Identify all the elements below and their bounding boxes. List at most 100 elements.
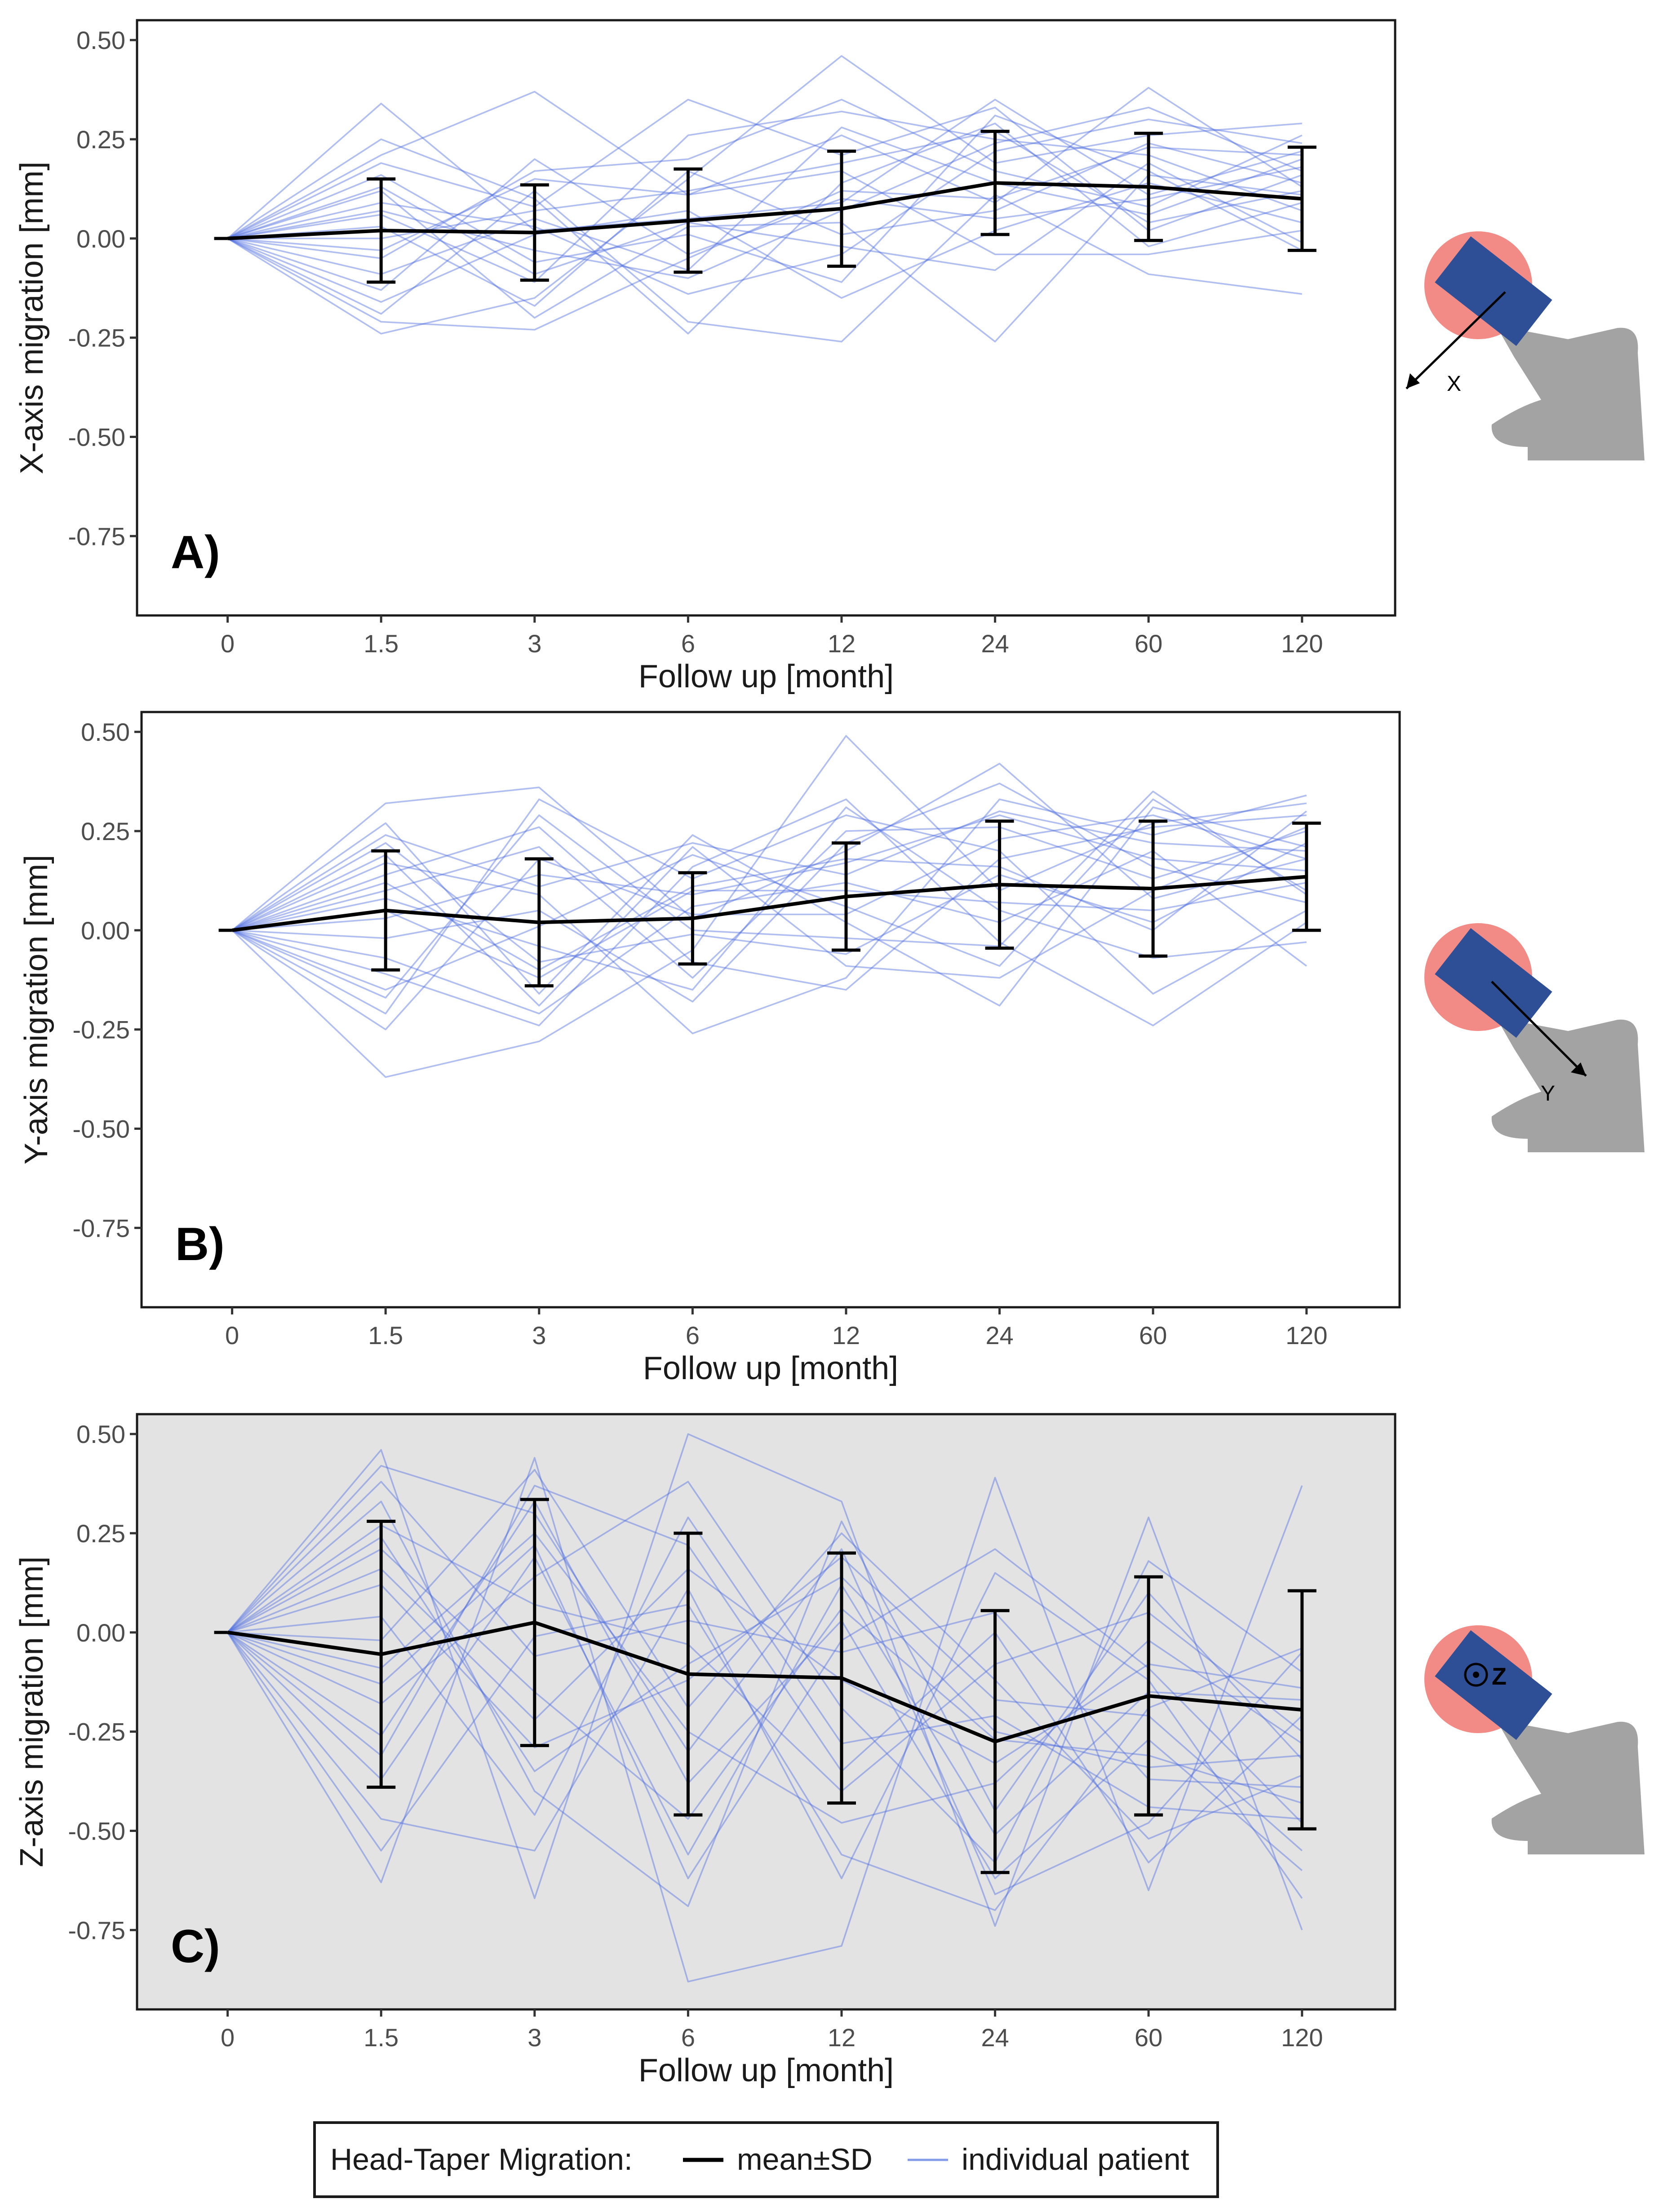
- femoral-stem-shape: [1491, 1720, 1645, 1854]
- individual-patient-line: [227, 1572, 1303, 1899]
- y-tick-label: 0.50: [76, 26, 125, 54]
- y-tick-label: -0.75: [68, 1916, 125, 1944]
- legend-mean-label: mean±SD: [737, 2142, 873, 2177]
- mean-series: [214, 1498, 1317, 1874]
- x-tick-label: 24: [981, 629, 1009, 658]
- y-tick-label: 0.25: [76, 1519, 125, 1548]
- y-tick-label: 0.00: [81, 916, 130, 945]
- plot-background: [142, 712, 1400, 1307]
- individual-patient-line: [227, 1532, 1303, 1824]
- individual-patient-line: [227, 1544, 1303, 1880]
- x-tick-label: 3: [527, 629, 541, 658]
- individual-patient-line: [227, 1536, 1302, 1772]
- x-tick-label: 1.5: [363, 2023, 399, 2052]
- taper-rect: [1435, 236, 1552, 346]
- y-axis-arrow: [1491, 981, 1587, 1077]
- individual-patient-line: [227, 1481, 1303, 1863]
- individual-patient-line: [227, 55, 1302, 335]
- individual-patient-lines: [227, 1433, 1303, 1982]
- individual-patient-line: [227, 1469, 1303, 1840]
- individual-patient-line: [227, 115, 1303, 283]
- individual-patient-line: [227, 142, 1303, 307]
- y-tick-label: -0.25: [72, 1016, 130, 1044]
- individual-patient-line: [227, 1500, 1303, 1907]
- individual-patient-line: [227, 122, 1303, 335]
- individual-patient-line: [227, 111, 1303, 283]
- individual-patient-line: [227, 1500, 1303, 1880]
- individual-patient-line: [232, 798, 1307, 1026]
- individual-patient-line: [232, 783, 1307, 1003]
- plot-background: [137, 1414, 1395, 2009]
- y-tick-label: 0.50: [76, 1420, 125, 1448]
- x-tick-label: 12: [832, 1321, 860, 1349]
- mean-line: [232, 875, 1307, 932]
- y-axis-title: Y-axis migration [mm]: [18, 855, 54, 1165]
- individual-patient-line: [232, 806, 1307, 991]
- individual-patient-line: [227, 174, 1303, 343]
- z-axis-dot: [1473, 1672, 1479, 1678]
- individual-patient-line: [227, 1568, 1303, 1765]
- individual-patient-line: [231, 810, 1307, 931]
- panel-y: 0.50 0.25 0.00 -0.25 -0.50 -0.75 0 1.5 3 6 12 24 60 1…: [18, 711, 1645, 1386]
- individual-patient-line: [231, 842, 1307, 963]
- individual-patient-line: [227, 146, 1302, 331]
- individual-patient-line: [231, 814, 1307, 1031]
- individual-patient-line: [227, 1465, 1303, 1895]
- individual-patient-line: [227, 162, 1303, 275]
- panel-label: C): [171, 1920, 220, 1973]
- x-axis: 0 1.5 3 6 12 24 60 120: [225, 1307, 1328, 1349]
- x-tick-label: 12: [828, 2023, 856, 2052]
- y-tick-label: 0.00: [76, 1619, 125, 1647]
- individual-patient-line: [231, 790, 1307, 999]
- y-tick-label: 0.25: [81, 817, 130, 845]
- y-axis: 0.50 0.25 0.00 -0.25 -0.50 -0.75: [72, 718, 142, 1242]
- mean-series: [214, 129, 1317, 284]
- femoral-stem-shape: [1491, 326, 1645, 460]
- x-axis-arrow: [1405, 291, 1506, 389]
- implant-y-axis-icon: Y: [1424, 923, 1645, 1152]
- axis-icon-letter: Z: [1492, 1663, 1507, 1690]
- individual-patient-line: [232, 850, 1307, 1015]
- individual-patient-line: [232, 882, 1307, 979]
- individual-patient-line: [232, 814, 1307, 991]
- legend: Head-Taper Migration: mean±SD individual p…: [313, 2121, 1219, 2198]
- individual-patient-line: [227, 1604, 1303, 1911]
- individual-patient-line: [227, 1485, 1303, 1863]
- y-tick-label: -0.25: [68, 324, 125, 352]
- legend-individual-label: individual patient: [962, 2142, 1189, 2177]
- x-axis-title: Follow up [month]: [638, 659, 894, 695]
- x-tick-label: 120: [1285, 1321, 1327, 1349]
- y-tick-label: -0.75: [72, 1214, 130, 1242]
- x-tick-label: 60: [1135, 629, 1162, 658]
- x-tick-label: 24: [981, 2023, 1009, 2052]
- x-tick-label: 1.5: [363, 629, 399, 658]
- x-tick-label: 6: [681, 2023, 695, 2052]
- x-axis-title: Follow up [month]: [643, 1350, 898, 1386]
- individual-patient-line: [227, 98, 1303, 239]
- z-axis-out-of-plane-circle: [1464, 1663, 1488, 1687]
- individual-patient-line: [227, 106, 1303, 279]
- x-tick-label: 120: [1281, 2023, 1323, 2052]
- y-tick-label: 0.50: [81, 718, 130, 746]
- individual-patient-line: [231, 763, 1307, 931]
- y-tick-label: -0.50: [68, 1817, 125, 1845]
- plot-background: [137, 20, 1395, 615]
- individual-patient-line: [231, 806, 1307, 1007]
- panel-label: B): [175, 1218, 225, 1270]
- individual-patient-line: [227, 190, 1303, 343]
- legend-title: Head-Taper Migration:: [330, 2142, 633, 2177]
- x-tick-label: 60: [1135, 2023, 1162, 2052]
- individual-patient-line: [227, 1556, 1302, 1856]
- x-tick-label: 24: [985, 1321, 1013, 1349]
- y-axis-title: X-axis migration [mm]: [14, 161, 50, 474]
- mean-line: [227, 1620, 1303, 1743]
- individual-patient-lines: [227, 55, 1303, 343]
- x-tick-label: 120: [1281, 629, 1323, 658]
- y-tick-label: -0.50: [68, 423, 125, 451]
- individual-patient-line: [231, 794, 1307, 1035]
- plot-frame: [140, 711, 1401, 1309]
- x-axis-title: Follow up [month]: [638, 2053, 894, 2088]
- panel-x: 0.50 0.25 0.00 -0.25 -0.50 -0.75 0 1.5 3 6 12 24 60 1…: [14, 19, 1645, 695]
- x-tick-label: 6: [686, 1321, 700, 1349]
- x-tick-label: 0: [221, 629, 235, 658]
